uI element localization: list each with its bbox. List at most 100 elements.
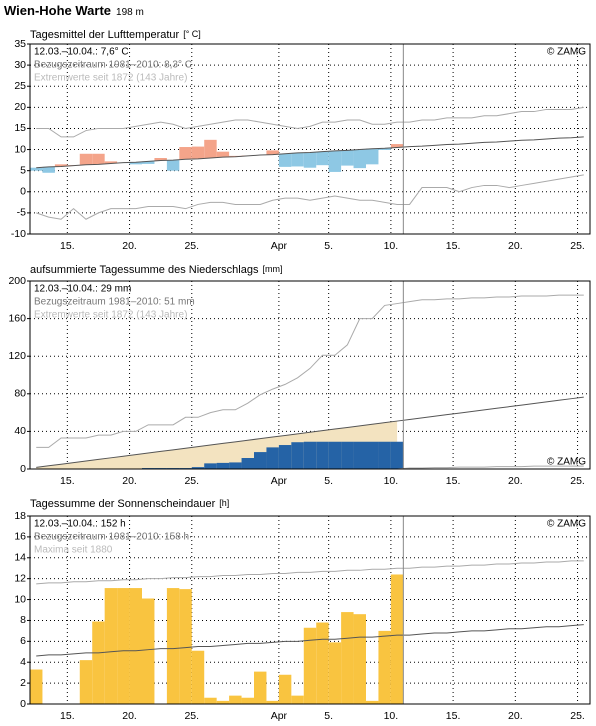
x-tick-label: 10.: [384, 710, 399, 722]
y-tick-label: 15: [14, 122, 26, 134]
y-tick-label: -5: [17, 207, 26, 219]
bar: [179, 589, 192, 704]
y-tick-label: 20: [14, 101, 26, 113]
panel-title: Tagesmittel der Lufttemperatur [° C]: [30, 29, 201, 41]
note: Extremwerte seit 1872 (143 Jahre): [34, 73, 187, 84]
cumulative-bar: [378, 441, 391, 469]
bar: [92, 621, 105, 704]
y-tick-label: 14: [14, 552, 26, 564]
extreme-max-line: [36, 106, 584, 138]
bar: [353, 614, 366, 704]
extreme-max-line: [36, 560, 584, 585]
credit: © ZAMG: [547, 47, 586, 58]
y-tick-label: 30: [14, 59, 26, 71]
cumulative-bar: [266, 447, 279, 469]
bar: [316, 622, 329, 704]
y-tick-label: 0: [20, 698, 26, 710]
bar: [278, 674, 292, 704]
y-tick-label: 200: [8, 275, 26, 287]
cumulative-bar: [204, 463, 217, 469]
unit: [mm]: [262, 264, 282, 274]
y-tick-label: 35: [14, 38, 26, 50]
credit: © ZAMG: [547, 457, 586, 468]
note: Bezugszeitraum 1981–2010: 8,3° C: [34, 60, 192, 71]
y-tick-label: 2: [20, 677, 26, 689]
note: Maxima seit 1880: [34, 545, 113, 556]
y-tick-label: 6: [20, 635, 26, 647]
bar: [390, 574, 404, 704]
x-tick-label: Apr: [271, 240, 288, 252]
anomaly-bar: [328, 150, 342, 172]
anomaly-bar: [303, 152, 317, 168]
anomaly-bar: [216, 151, 230, 158]
anomaly-bar: [191, 146, 205, 159]
x-tick-label: 25.: [570, 710, 585, 722]
y-tick-label: 120: [8, 350, 26, 362]
x-tick-label: 15.: [446, 475, 461, 487]
credit: © ZAMG: [547, 519, 586, 530]
y-tick-label: 12: [14, 572, 26, 584]
bar: [241, 697, 254, 704]
x-tick-label: 20.: [508, 240, 523, 252]
unit: [° C]: [183, 29, 201, 39]
bar: [79, 660, 93, 704]
cumulative-bar: [254, 452, 267, 469]
station: Wien-Hohe Warte: [4, 3, 111, 18]
header: Wien-Hohe Warte 198 m: [4, 3, 144, 18]
anomaly-bar: [378, 148, 391, 150]
cumulative-bar: [316, 441, 329, 469]
anomaly-bar: [129, 162, 142, 165]
x-tick-label: 25.: [570, 240, 585, 252]
y-tick-label: 160: [8, 312, 26, 324]
y-tick-label: 10: [14, 593, 26, 605]
bar: [129, 588, 142, 704]
bar: [254, 671, 267, 704]
cumulative-bar: [278, 445, 292, 469]
anomaly-bar: [142, 161, 155, 164]
anomaly-bar: [353, 149, 366, 169]
x-tick-label: 10.: [384, 240, 399, 252]
extreme-max-line: [36, 294, 584, 448]
y-tick-label: 25: [14, 80, 26, 92]
x-tick-label: Apr: [271, 475, 288, 487]
y-tick-label: 4: [20, 656, 26, 668]
x-tick-label: 15.: [446, 710, 461, 722]
cumulative-bar: [291, 442, 304, 469]
panel-title: aufsummierte Tagessumme des Niederschlag…: [30, 264, 282, 276]
anomaly-bar: [204, 139, 217, 158]
x-tick-label: 25.: [184, 240, 199, 252]
bar: [166, 588, 180, 704]
x-tick-label: 20.: [508, 475, 523, 487]
cumulative-bar: [366, 441, 379, 469]
extreme-min-line: [36, 174, 584, 220]
bar: [366, 700, 379, 704]
x-tick-label: 20.: [122, 240, 137, 252]
anomaly-bar: [291, 152, 304, 167]
plot-frame: [29, 515, 591, 705]
anomaly-bar: [316, 151, 329, 166]
bar: [266, 700, 279, 704]
x-tick-label: 20.: [122, 710, 137, 722]
x-tick-label: Apr: [271, 710, 288, 722]
anomaly-bar: [154, 158, 167, 161]
anomaly-bar: [266, 150, 279, 155]
y-tick-label: 10: [14, 143, 26, 155]
bar: [328, 642, 342, 704]
cumulative-bar: [353, 441, 366, 469]
bar: [341, 612, 354, 704]
x-tick-label: 20.: [122, 475, 137, 487]
bar: [142, 598, 155, 704]
x-tick-label: 15.: [446, 240, 461, 252]
bar: [229, 695, 242, 704]
bar: [378, 630, 391, 704]
anomaly-bar: [390, 144, 404, 148]
altitude: 198 m: [116, 7, 144, 18]
plot-area: [30, 44, 590, 234]
y-tick-label: 0: [20, 463, 26, 475]
anomaly-bar: [54, 164, 68, 167]
cumulative-bar: [191, 467, 205, 469]
bar: [204, 697, 217, 704]
anomaly-bar: [104, 161, 118, 164]
bar: [191, 650, 205, 704]
